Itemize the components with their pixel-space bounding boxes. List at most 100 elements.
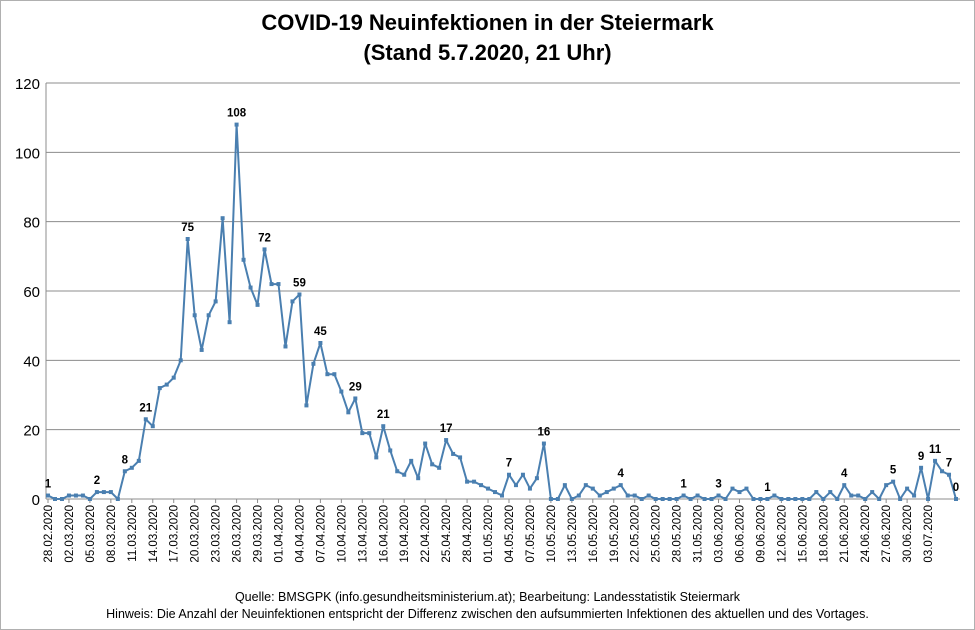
data-point — [234, 122, 239, 127]
x-tick-label: 16.05.2020 — [588, 505, 600, 563]
data-point — [213, 299, 218, 304]
x-tick-label: 10.04.2020 — [336, 505, 348, 563]
data-label: 16 — [538, 427, 551, 439]
x-tick-label: 07.04.2020 — [315, 505, 327, 563]
data-label: 108 — [227, 108, 247, 120]
x-tick-label: 15.06.2020 — [797, 505, 809, 563]
data-point — [339, 389, 344, 394]
data-label: 4 — [618, 468, 625, 480]
data-point — [360, 431, 365, 436]
data-point — [758, 497, 763, 501]
x-tick-label: 12.06.2020 — [776, 505, 788, 563]
data-point — [926, 497, 931, 501]
data-label: 0 — [953, 482, 959, 494]
x-tick-label: 06.06.2020 — [734, 505, 746, 563]
data-point — [129, 465, 134, 470]
data-point — [541, 441, 546, 446]
data-point — [416, 476, 421, 481]
data-point — [290, 299, 295, 304]
x-tick-label: 30.06.2020 — [902, 505, 914, 563]
x-tick-label: 16.04.2020 — [378, 505, 390, 563]
data-point — [744, 486, 749, 491]
data-point — [548, 497, 553, 501]
y-tick-label: 80 — [23, 215, 40, 232]
data-point — [395, 469, 400, 474]
data-label: 45 — [314, 326, 327, 338]
data-point — [849, 493, 854, 498]
data-point — [248, 285, 253, 290]
x-tick-label: 27.06.2020 — [881, 505, 893, 563]
data-point — [919, 465, 924, 470]
data-point — [325, 372, 330, 377]
data-label: 4 — [841, 468, 848, 480]
data-point — [276, 282, 281, 287]
data-point — [136, 458, 141, 463]
data-point — [870, 490, 875, 495]
data-label: 8 — [122, 454, 129, 466]
data-point — [164, 382, 169, 387]
data-point — [765, 497, 770, 501]
y-tick-label: 100 — [15, 145, 40, 162]
data-point — [779, 497, 784, 501]
data-point — [157, 386, 162, 391]
data-point — [388, 448, 393, 453]
data-point — [472, 479, 477, 484]
data-point — [80, 493, 85, 498]
x-tick-label: 04.05.2020 — [504, 505, 516, 563]
data-point — [884, 483, 889, 488]
data-point — [954, 497, 958, 501]
data-point — [115, 497, 120, 501]
data-label: 5 — [890, 465, 897, 477]
x-tick-label: 24.06.2020 — [860, 505, 872, 563]
x-tick-label: 20.03.2020 — [190, 505, 202, 563]
data-point — [493, 490, 498, 495]
data-point — [674, 497, 679, 501]
data-point — [821, 497, 826, 501]
data-point — [185, 237, 190, 241]
x-tick-label: 09.06.2020 — [755, 505, 767, 563]
data-point — [52, 497, 57, 501]
data-point — [863, 497, 868, 501]
data-label: 72 — [258, 232, 271, 244]
data-point — [555, 497, 560, 501]
x-tick-label: 22.05.2020 — [630, 505, 642, 563]
data-point — [437, 465, 442, 470]
data-label: 1 — [680, 479, 687, 491]
data-point — [786, 497, 791, 501]
data-point — [877, 497, 882, 501]
x-tick-label: 01.05.2020 — [483, 505, 495, 563]
y-tick-label: 40 — [23, 353, 40, 370]
x-tick-label: 10.05.2020 — [546, 505, 558, 563]
data-point — [59, 497, 64, 501]
data-point — [122, 469, 127, 474]
data-point — [178, 358, 183, 363]
x-tick-label: 13.04.2020 — [357, 505, 369, 563]
data-point — [814, 490, 819, 495]
data-point — [716, 493, 721, 498]
data-point — [353, 396, 358, 401]
series-new-infections — [46, 122, 958, 501]
data-point — [87, 497, 92, 501]
data-point — [723, 497, 728, 501]
data-point — [730, 486, 735, 491]
data-label: 29 — [349, 381, 362, 393]
data-point — [653, 497, 658, 501]
data-point — [695, 493, 700, 498]
data-point — [108, 490, 113, 495]
data-point — [751, 497, 756, 501]
data-point — [632, 493, 637, 498]
data-point — [332, 372, 337, 377]
data-point — [479, 483, 484, 488]
data-point — [206, 313, 211, 318]
chart-subtitle: (Stand 5.7.2020, 21 Uhr) — [363, 40, 612, 65]
data-label: 2 — [94, 475, 100, 487]
data-point — [150, 424, 155, 429]
data-point — [318, 341, 323, 345]
x-tick-label: 26.03.2020 — [232, 505, 244, 563]
series-line — [47, 123, 957, 500]
data-label: 17 — [440, 423, 453, 435]
data-label: 7 — [506, 458, 512, 470]
y-tick-label: 60 — [23, 284, 40, 301]
data-point — [227, 320, 232, 325]
